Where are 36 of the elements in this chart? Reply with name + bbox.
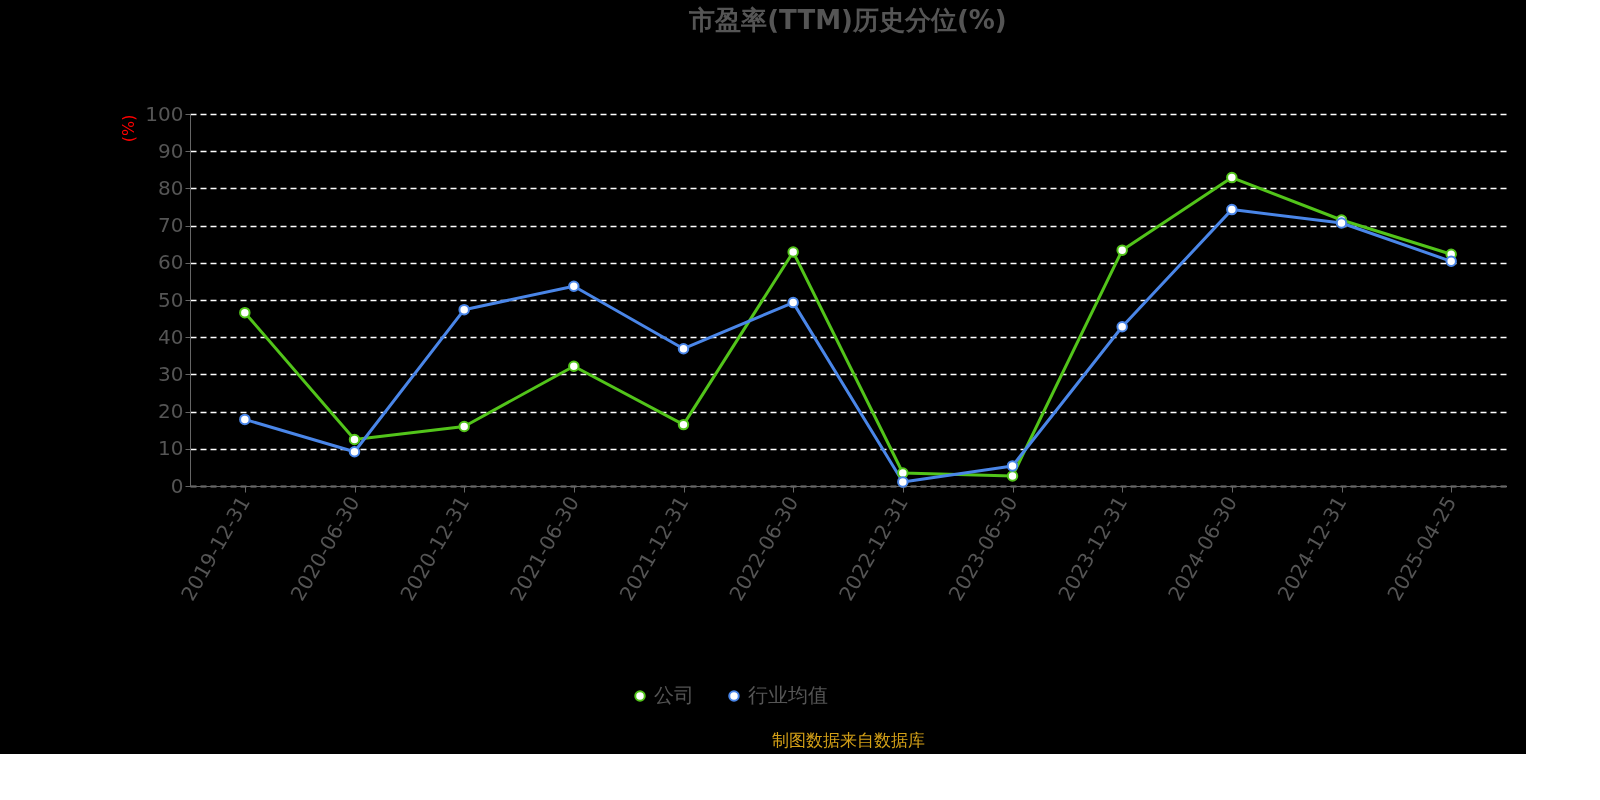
text: 制图数据来自数据库: [771, 730, 925, 750]
point: [677, 343, 690, 355]
y-tick-label: 100: [145, 101, 184, 126]
point: [1116, 244, 1128, 256]
y-axis-title: (%): [119, 114, 139, 143]
y-tick-label: 40: [158, 324, 184, 349]
y-tick-label: 10: [158, 436, 184, 461]
point: [1116, 321, 1128, 333]
chart-title: 市盈率(TTM)历史分位(%): [688, 5, 1007, 35]
point: [458, 420, 470, 433]
y-tick-label: 30: [158, 361, 184, 386]
point: [1226, 171, 1238, 184]
legend-label: 行业均值: [748, 683, 828, 707]
point: [787, 296, 799, 309]
point: [239, 413, 251, 426]
y-tick-label: 0: [170, 473, 184, 498]
point: [677, 418, 690, 431]
y-tick-label: 60: [158, 250, 184, 275]
point: [348, 446, 361, 458]
point: [1445, 255, 1457, 268]
point: [1006, 460, 1019, 472]
y-tick-label: 90: [158, 138, 184, 163]
point: [1006, 470, 1019, 482]
y-tick-label: 80: [158, 175, 184, 200]
y-tick-label: 50: [158, 287, 184, 312]
y-tick-label: 20: [158, 399, 184, 424]
point: [239, 306, 251, 319]
point: [568, 360, 580, 372]
point: [458, 303, 470, 316]
point: [348, 433, 361, 446]
y-tick-label: 70: [158, 213, 184, 238]
point: [897, 476, 909, 488]
point: [568, 280, 580, 292]
legend-label: 公司: [654, 683, 694, 707]
point: [787, 246, 799, 258]
point: [1226, 203, 1238, 216]
